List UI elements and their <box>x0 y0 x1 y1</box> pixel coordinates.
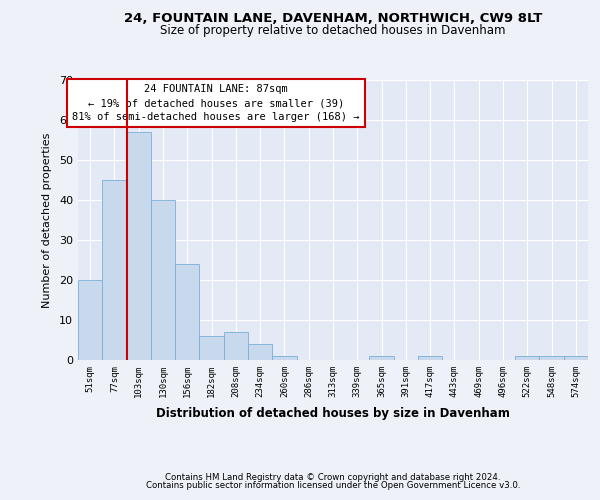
Text: Distribution of detached houses by size in Davenham: Distribution of detached houses by size … <box>156 408 510 420</box>
Text: 24, FOUNTAIN LANE, DAVENHAM, NORTHWICH, CW9 8LT: 24, FOUNTAIN LANE, DAVENHAM, NORTHWICH, … <box>124 12 542 26</box>
Text: Contains public sector information licensed under the Open Government Licence v3: Contains public sector information licen… <box>146 482 520 490</box>
Bar <box>224 332 248 360</box>
Bar <box>248 344 272 360</box>
Bar <box>78 280 102 360</box>
Bar <box>418 356 442 360</box>
Bar <box>102 180 127 360</box>
Bar <box>539 356 564 360</box>
Text: Contains HM Land Registry data © Crown copyright and database right 2024.: Contains HM Land Registry data © Crown c… <box>165 472 501 482</box>
Bar <box>370 356 394 360</box>
Bar <box>272 356 296 360</box>
Bar <box>515 356 539 360</box>
Bar <box>127 132 151 360</box>
Y-axis label: Number of detached properties: Number of detached properties <box>42 132 52 308</box>
Bar <box>199 336 224 360</box>
Text: Size of property relative to detached houses in Davenham: Size of property relative to detached ho… <box>160 24 506 37</box>
Bar <box>564 356 588 360</box>
Bar <box>151 200 175 360</box>
Text: 24 FOUNTAIN LANE: 87sqm
← 19% of detached houses are smaller (39)
81% of semi-de: 24 FOUNTAIN LANE: 87sqm ← 19% of detache… <box>72 84 359 122</box>
Bar <box>175 264 199 360</box>
